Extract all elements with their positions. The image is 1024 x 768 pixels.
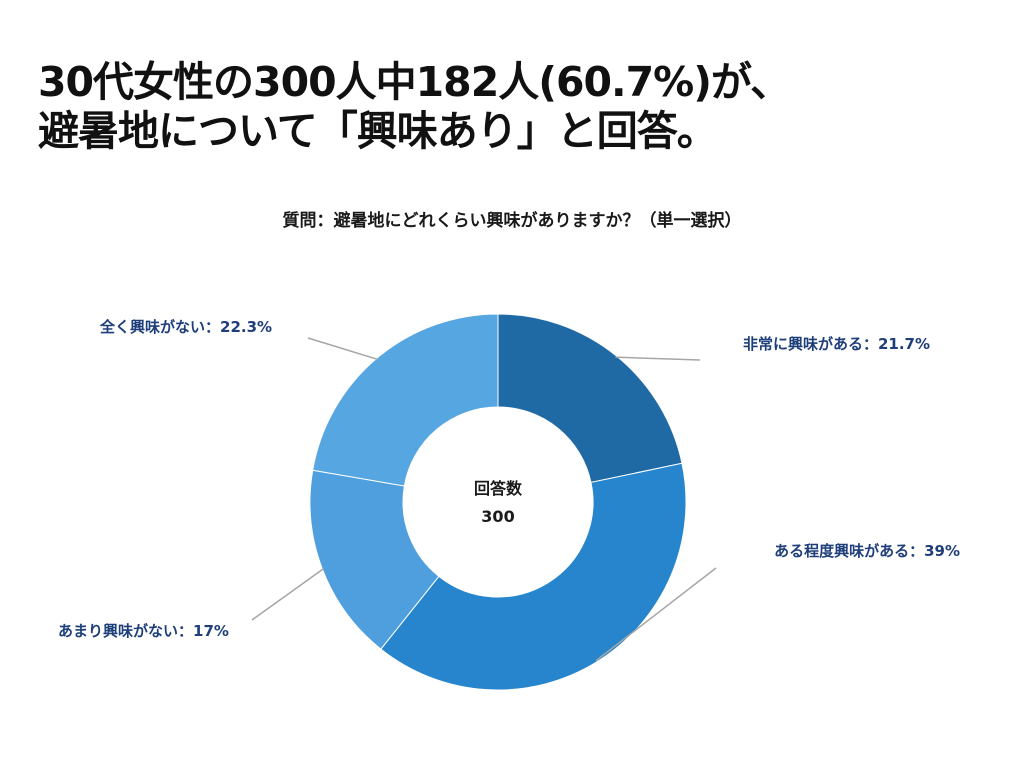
- slice-label-4: 全く興味がない：22.3%: [99, 318, 272, 336]
- donut-slice-1: [497, 313, 683, 484]
- leader-lines: [251, 337, 717, 662]
- headline-line-2: 避暑地について「興味あり」と回答。: [38, 107, 718, 155]
- slice-label-1: 非常に興味がある：21.7%: [743, 335, 930, 353]
- center-value: 300: [481, 507, 514, 526]
- donut-slice-2: [380, 462, 687, 691]
- donut-slice-4: [312, 313, 499, 487]
- leader-line-2: [595, 567, 717, 662]
- donut-slice-3: [309, 469, 440, 650]
- headline-line-1: 30代女性の300人中182人(60.7%)が、: [38, 58, 791, 106]
- headline: 30代女性の300人中182人(60.7%)が、 避暑地について「興味あり」と回…: [38, 58, 791, 156]
- question-text: 質問：避暑地にどれくらい興味がありますか？（単一選択）: [282, 211, 742, 231]
- slice-labels: 非常に興味がある：21.7% ある程度興味がある：39% あまり興味がない：17% 全…: [58, 318, 960, 640]
- donut-slices: [309, 313, 687, 691]
- leader-line-4: [307, 337, 378, 361]
- leader-line-1: [615, 356, 701, 361]
- center-label: 回答数: [474, 479, 523, 498]
- slice-label-3: あまり興味がない：17%: [58, 622, 229, 640]
- slice-label-2: ある程度興味がある：39%: [774, 542, 960, 560]
- leader-line-3: [251, 567, 325, 621]
